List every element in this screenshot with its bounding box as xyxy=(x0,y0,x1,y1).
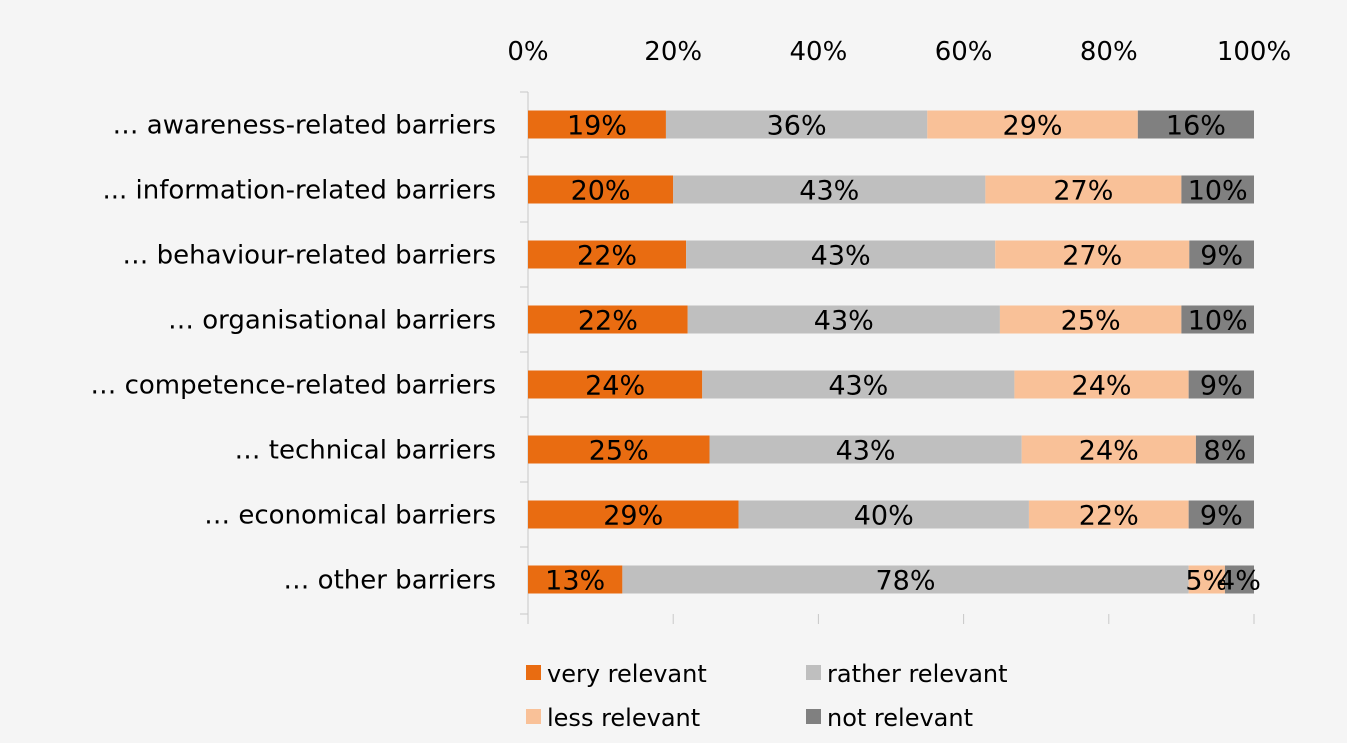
bar-segment xyxy=(1014,370,1189,399)
chart-category-labels: … awareness-related barriers ... informat… xyxy=(90,111,496,596)
category-label: … awareness-related barriers xyxy=(113,111,497,141)
bar-segment xyxy=(999,305,1182,334)
bar-value-label: 16% xyxy=(1166,111,1226,142)
bar-value-label: 10% xyxy=(1188,306,1248,337)
bar-value-label: 5% xyxy=(1185,566,1228,597)
x-tick-label: 80% xyxy=(1080,37,1138,67)
bar-segment xyxy=(1224,565,1254,594)
bar-value-label: 43% xyxy=(811,241,871,272)
bar-segment xyxy=(528,240,687,269)
x-tick-label: 20% xyxy=(644,37,702,67)
category-label: … competence-related barriers xyxy=(90,371,496,401)
bar-value-label: 24% xyxy=(585,371,645,402)
x-tick-label: 40% xyxy=(790,37,848,67)
bar-segment xyxy=(622,565,1189,594)
category-label: … other barriers xyxy=(283,566,496,596)
bar-segment xyxy=(528,435,710,464)
bar-segment xyxy=(702,370,1015,399)
chart-legend: very relevant rather relevant less relevan… xyxy=(526,660,1008,732)
chart-bars: 19% 36% 29% 16% 20% 43% 27% 10% 22% 43% 27% 9% 22% 43… xyxy=(528,110,1261,597)
bar-segment xyxy=(1021,435,1196,464)
bar-value-label: 19% xyxy=(567,111,627,142)
bar-value-label: 43% xyxy=(814,306,874,337)
legend-swatch xyxy=(806,665,821,680)
bar-segment xyxy=(665,110,928,139)
bar-value-label: 27% xyxy=(1062,241,1122,272)
chart-axis: 0% 20% 40% 60% 80% 100% xyxy=(507,37,1291,624)
bar-segment xyxy=(528,370,703,399)
bar-value-label: 20% xyxy=(571,176,631,207)
bar-segment xyxy=(1188,370,1254,399)
bar-value-label: 29% xyxy=(603,501,663,532)
bar-value-label: 27% xyxy=(1053,176,1113,207)
bar-segment xyxy=(687,305,1000,334)
legend-swatch xyxy=(526,665,541,680)
bar-value-label: 10% xyxy=(1188,176,1248,207)
bar-segment xyxy=(1137,110,1254,139)
bar-value-label: 78% xyxy=(876,566,936,597)
bar-segment xyxy=(1181,175,1254,204)
bar-segment xyxy=(1188,500,1254,529)
bar-value-label: 13% xyxy=(545,566,605,597)
legend-label: very relevant xyxy=(547,660,707,688)
category-label: … behaviour-related barriers xyxy=(122,241,496,271)
legend-label: less relevant xyxy=(547,704,700,732)
bar-value-label: 24% xyxy=(1079,436,1139,467)
bar-segment xyxy=(673,175,986,204)
bar-value-label: 36% xyxy=(767,111,827,142)
legend-label: not relevant xyxy=(827,704,973,732)
bar-segment xyxy=(528,175,674,204)
category-label: … organisational barriers xyxy=(168,306,496,336)
legend-label: rather relevant xyxy=(827,660,1008,688)
bar-segment xyxy=(1188,565,1225,594)
bar-segment xyxy=(528,565,623,594)
bar-value-label: 29% xyxy=(1003,111,1063,142)
legend-swatch xyxy=(526,709,541,724)
bar-segment xyxy=(528,305,688,334)
bar-value-label: 24% xyxy=(1072,371,1132,402)
bar-segment xyxy=(985,175,1182,204)
bar-segment xyxy=(1189,240,1254,269)
bar-value-label: 40% xyxy=(854,501,914,532)
legend-swatch xyxy=(806,709,821,724)
bar-value-label: 25% xyxy=(1061,306,1121,337)
bar-value-label: 4% xyxy=(1218,566,1261,597)
x-tick-label: 60% xyxy=(935,37,993,67)
bar-segment xyxy=(738,500,1029,529)
bar-value-label: 25% xyxy=(589,436,649,467)
bar-segment xyxy=(927,110,1138,139)
bar-segment xyxy=(686,240,996,269)
bar-segment xyxy=(995,240,1190,269)
x-tick-label: 100% xyxy=(1217,37,1291,67)
x-tick-label: 0% xyxy=(507,37,548,67)
bar-value-label: 22% xyxy=(1079,501,1139,532)
bar-segment xyxy=(528,110,666,139)
bar-segment xyxy=(1181,305,1254,334)
bar-value-label: 9% xyxy=(1200,371,1243,402)
bar-value-label: 43% xyxy=(828,371,888,402)
bar-value-label: 9% xyxy=(1200,241,1243,272)
bar-value-label: 9% xyxy=(1200,501,1243,532)
bar-value-label: 43% xyxy=(836,436,896,467)
category-label: … technical barriers xyxy=(235,436,496,466)
bar-segment xyxy=(528,500,739,529)
bar-segment xyxy=(709,435,1022,464)
bar-segment xyxy=(1195,435,1254,464)
bar-value-label: 43% xyxy=(799,176,859,207)
category-label: … economical barriers xyxy=(204,501,496,531)
bar-value-label: 22% xyxy=(577,241,637,272)
category-label: ... information-related barriers xyxy=(102,176,496,206)
bar-value-label: 22% xyxy=(578,306,638,337)
bar-segment xyxy=(1028,500,1189,529)
bar-value-label: 8% xyxy=(1204,436,1247,467)
